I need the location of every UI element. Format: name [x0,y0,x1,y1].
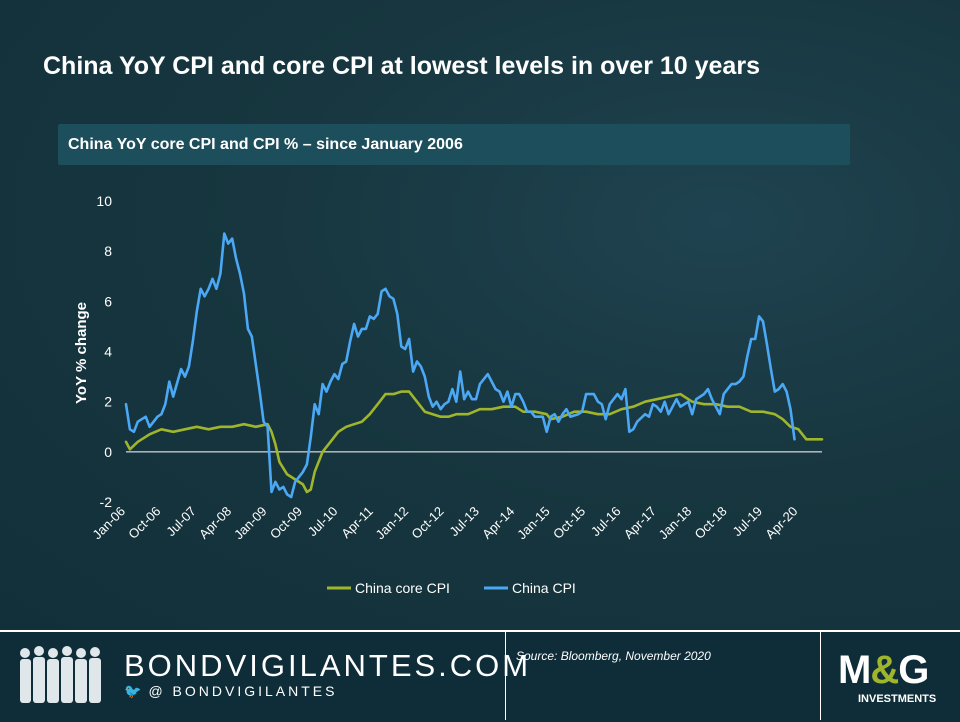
x-tick-label: Oct-18 [692,504,730,542]
y-tick-label: 0 [104,444,112,460]
x-tick-label: Apr-08 [196,504,234,542]
x-tick-label: Jul-19 [729,504,765,540]
y-axis-label: YoY % change [73,302,90,404]
y-tick-label: 4 [104,344,112,360]
twitter-handle[interactable]: 🐦 @ BONDVIGILANTES [124,683,337,700]
mg-logo: M&G [838,648,928,693]
y-tick-label: 8 [104,243,112,259]
legend-label: China CPI [512,580,576,596]
legend: China core CPI China CPI [327,580,576,596]
legend-label: China core CPI [355,580,450,596]
y-axis-ticks: -2 0 2 4 6 8 10 [96,193,112,510]
x-tick-label: Jan-18 [656,504,695,543]
x-tick-label: Oct-15 [550,504,588,542]
y-tick-label: -2 [100,494,113,510]
footer-divider [820,632,821,720]
series-line-cpi [126,234,795,497]
twitter-icon: 🐦 [124,683,144,699]
y-tick-label: 10 [96,193,112,209]
x-tick-label: Apr-17 [621,504,659,542]
x-tick-label: Jul-13 [446,504,482,540]
logo-subtitle: INVESTMENTS [858,693,936,705]
series-line-core-cpi [126,392,822,492]
source-note: Source: Bloomberg, November 2020 [516,649,711,663]
x-tick-label: Oct-12 [408,504,446,542]
x-tick-label: Apr-11 [338,504,376,542]
twitter-handle-text: @ BONDVIGILANTES [148,683,337,699]
x-tick-label: Jul-10 [305,504,341,540]
x-tick-label: Oct-06 [125,504,163,542]
x-tick-label: Jan-12 [373,504,412,543]
y-tick-label: 6 [104,293,112,309]
series-lines [126,234,822,497]
x-tick-label: Jul-07 [163,504,199,540]
x-tick-label: Apr-20 [762,504,800,542]
brand-name: BONDVIGILANTES.COM [124,648,531,684]
y-tick-label: 2 [104,394,112,410]
x-tick-label: Jan-15 [514,504,553,543]
x-tick-label: Jan-09 [231,504,270,543]
x-tick-label: Jul-16 [588,504,624,540]
people-silhouette-icon [18,645,108,705]
x-tick-label: Apr-14 [479,504,517,542]
x-tick-label: Oct-09 [267,504,305,542]
